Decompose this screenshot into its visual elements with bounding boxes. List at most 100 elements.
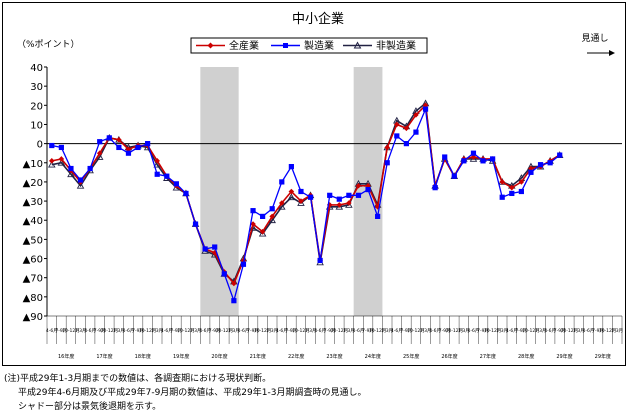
y-tick-label: 10	[30, 120, 43, 131]
data-point	[116, 136, 122, 143]
data-point	[192, 221, 199, 227]
data-point	[403, 125, 410, 132]
data-point	[490, 156, 496, 162]
x-quarter-label: 1-3月	[611, 328, 623, 334]
x-quarter-label: 4-6月	[429, 328, 441, 334]
x-quarter-label: 7-9月	[170, 328, 182, 334]
data-point	[258, 229, 267, 237]
data-point	[154, 171, 160, 177]
data-point	[384, 160, 390, 166]
y-tick-label: 40	[30, 63, 43, 74]
data-point	[250, 208, 256, 214]
legend-label-all-industries: 全産業	[229, 39, 259, 52]
x-quarter-label: 7-9月	[94, 328, 106, 334]
x-quarter-label: 10-12月	[101, 328, 119, 334]
x-quarter-label: 10-12月	[216, 328, 234, 334]
x-fiscal-year-label: 18年度	[135, 353, 151, 360]
forecast-label: 見通し	[581, 33, 608, 44]
data-point	[528, 169, 534, 175]
data-point	[518, 179, 525, 185]
x-quarter-label: 7-9月	[285, 328, 297, 334]
data-point	[432, 185, 438, 191]
chart-svg: 中小企業 （%ポイント） 見通し 全産業 製造業 非製造業	[17, 11, 623, 360]
x-quarter-label: 1-3月	[305, 328, 317, 334]
data-point	[116, 144, 122, 151]
axes: 40 30 20 10 0 ▲10 ▲20 ▲30 ▲40 ▲50 ▲60 ▲70 ▲80 ▲90	[23, 63, 623, 344]
data-point	[499, 194, 505, 200]
x-quarter-label: 7-9月	[55, 328, 67, 334]
x-quarter-label: 1-3月	[573, 328, 585, 334]
data-point	[509, 190, 515, 197]
x-quarter-label: 1-3月	[190, 328, 202, 334]
data-point	[394, 133, 400, 139]
y-tick-label: 30	[30, 82, 43, 93]
x-quarter-label: 10-12月	[561, 328, 579, 334]
data-point	[413, 112, 419, 118]
data-point	[480, 158, 486, 164]
x-fiscal-year-label: 16年度	[58, 353, 74, 360]
x-fiscal-year-label: 29年度	[595, 353, 611, 360]
data-point	[403, 141, 409, 147]
x-quarter-label: 4-6月	[544, 328, 556, 334]
data-point	[135, 144, 141, 151]
data-point	[68, 165, 74, 172]
x-quarter-label: 4-6月	[468, 328, 480, 334]
data-point	[269, 213, 276, 220]
x-quarter-label: 4-6月	[506, 328, 518, 334]
data-point	[173, 181, 179, 187]
data-point	[297, 199, 305, 206]
data-point	[355, 192, 362, 198]
recession-band	[200, 67, 239, 316]
data-point	[260, 213, 266, 219]
x-quarter-label: 10-12月	[369, 328, 387, 334]
x-quarter-label: 10-12月	[177, 328, 195, 334]
data-point	[298, 198, 304, 204]
data-point	[393, 121, 400, 128]
y-tick-label: ▲10	[23, 159, 43, 170]
data-point	[336, 202, 343, 208]
x-quarter-label: 10-12月	[599, 328, 617, 334]
x-quarter-label: 7-9月	[439, 328, 451, 334]
data-point	[58, 156, 65, 162]
x-fiscal-year-label: 24年度	[365, 353, 381, 360]
data-point	[57, 158, 66, 166]
data-point	[537, 162, 544, 168]
x-quarter-label: 7-9月	[247, 328, 259, 334]
x-fiscal-year-label: 21年度	[250, 353, 266, 360]
x-quarter-label: 4-6月	[238, 328, 250, 334]
note-3: シャドー部分は景気後退期を示す。	[18, 402, 162, 412]
y-tick-label: ▲80	[23, 293, 43, 304]
data-point	[67, 170, 75, 178]
data-point	[278, 202, 286, 210]
data-point	[298, 188, 304, 195]
data-point	[326, 202, 333, 208]
series-triangle	[48, 99, 564, 285]
y-tick-label: ▲70	[23, 274, 43, 285]
data-point	[547, 160, 553, 166]
data-point	[49, 142, 55, 149]
data-point	[413, 129, 419, 135]
x-quarter-label: 7-9月	[515, 328, 527, 334]
data-point	[183, 190, 189, 197]
data-point	[240, 261, 247, 267]
x-quarter-label: 10-12月	[407, 328, 425, 334]
x-quarter-label: 4-6月	[391, 328, 403, 334]
x-quarter-label: 4-6月	[46, 328, 58, 334]
legend-item-manufacturing: 製造業	[271, 39, 334, 52]
x-quarter-label: 10-12月	[139, 328, 157, 334]
x-quarter-label: 7-9月	[554, 328, 566, 334]
x-quarter-label: 10-12月	[254, 328, 272, 334]
data-point	[335, 202, 344, 210]
x-fiscal-year-label: 27年度	[480, 353, 496, 360]
x-quarter-label: 1-3月	[228, 328, 240, 334]
x-quarter-label: 1-3月	[420, 328, 432, 334]
data-point	[317, 257, 323, 264]
data-point	[211, 249, 218, 256]
data-point	[422, 106, 429, 112]
data-point	[231, 280, 237, 287]
x-quarter-label: 4-6月	[583, 328, 595, 334]
data-point	[336, 196, 342, 202]
x-quarter-label: 1-3月	[458, 328, 470, 334]
x-quarter-label: 1-3月	[113, 328, 125, 334]
legend: 全産業 製造業 非製造業	[190, 37, 428, 54]
